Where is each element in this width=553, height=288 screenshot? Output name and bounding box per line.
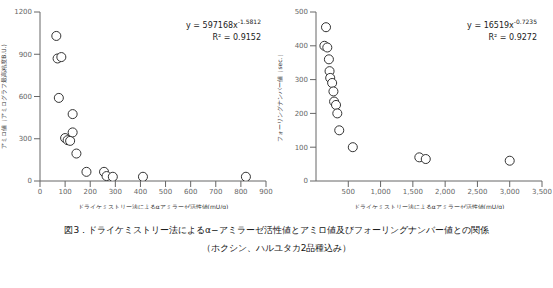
svg-text:200: 200 [84,188,97,196]
svg-text:1,000: 1,000 [371,188,391,196]
svg-text:400: 400 [134,188,147,196]
svg-text:アミロ値（アミログラフ最高粘度B.U.): アミロ値（アミログラフ最高粘度B.U.) [8,44,9,149]
svg-text:300: 300 [295,76,308,84]
svg-text:ドライケミストリー法によるαアミラーゼ活性値(mU/g): ドライケミストリー法によるαアミラーゼ活性値(mU/g) [78,203,229,209]
svg-text:0: 0 [304,177,308,185]
svg-text:400: 400 [295,42,308,50]
svg-text:300: 300 [109,188,122,196]
svg-text:500: 500 [342,188,355,196]
svg-text:100: 100 [295,144,308,152]
svg-text:500: 500 [295,8,308,16]
svg-text:1200: 1200 [14,8,32,16]
svg-text:700: 700 [209,188,222,196]
svg-text:600: 600 [19,93,32,101]
svg-text:フォーリングナンバー値（sec.）: フォーリングナンバー値（sec.） [276,51,284,141]
svg-text:900: 900 [19,51,32,59]
svg-text:2,500: 2,500 [467,188,487,196]
svg-text:0: 0 [38,188,42,196]
svg-text:1,500: 1,500 [403,188,423,196]
html-text:y = 16519x-0.7235: y = 16519x-0.7235 [467,18,537,30]
svg-text:800: 800 [234,188,247,196]
html-text:R² = 0.9272: R² = 0.9272 [488,32,537,42]
svg-text:200: 200 [295,110,308,118]
svg-text:0: 0 [28,177,32,185]
svg-text:100: 100 [58,188,71,196]
html-text:（ホクシン、ハルユタカ2品種込み）: （ホクシン、ハルユタカ2品種込み） [201,243,352,253]
svg-text:2,000: 2,000 [435,188,455,196]
svg-text:900: 900 [259,188,272,196]
svg-text:300: 300 [19,135,32,143]
svg-text:600: 600 [184,188,197,196]
svg-text:ドライケミストリー法によるαアミラーゼ活性値(mU/g): ドライケミストリー法によるαアミラーゼ活性値(mU/g) [354,203,505,209]
html-text:R² = 0.9152: R² = 0.9152 [212,32,261,42]
html-text:図3．ドライケミストリー法によるα−アミラーゼ活性値とアミロ: 図3．ドライケミストリー法によるα−アミラーゼ活性値とアミロ値及びフォーリングナ… [64,225,489,235]
html-text:y = 597168x-1.5812: y = 597168x-1.5812 [186,18,261,30]
svg-text:500: 500 [159,188,172,196]
svg-text:3,000: 3,000 [500,188,520,196]
svg-text:3,500: 3,500 [532,188,545,196]
